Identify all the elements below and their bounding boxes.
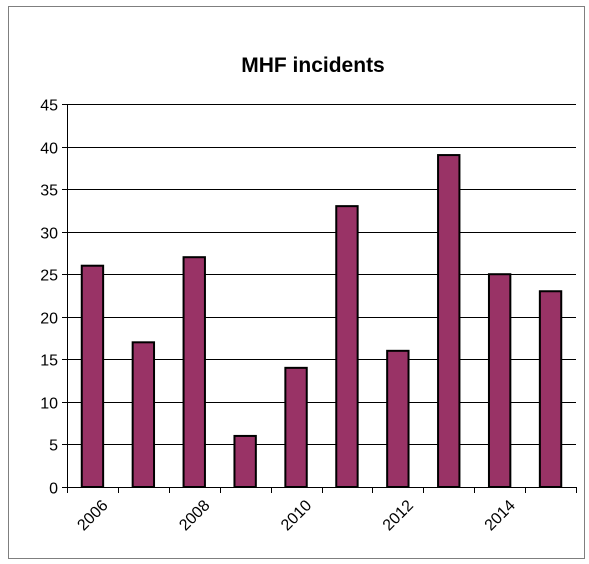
bar-2013: [437, 154, 461, 488]
y-tick-label: 45: [40, 98, 58, 115]
y-tick-label: 15: [40, 353, 58, 370]
bar-2014: [487, 273, 512, 488]
y-tick-label: 35: [40, 183, 58, 200]
y-tick-label: 20: [40, 311, 58, 328]
x-tick-label: 2006: [74, 497, 111, 534]
y-axis-ticks: 0 5 10 15 20 25 30 35 40 45: [40, 98, 67, 498]
chart-title: MHF incidents: [241, 54, 385, 77]
x-tick-label: 2012: [380, 497, 417, 534]
bar-2008: [182, 256, 206, 489]
y-tick-label: 30: [40, 226, 58, 243]
bar-2006: [80, 264, 105, 489]
x-tick-label: 2014: [482, 497, 519, 534]
bars: [80, 154, 563, 489]
bar-2009: [233, 434, 257, 488]
y-tick-label: 40: [40, 141, 58, 158]
bar-2011: [335, 205, 359, 488]
x-axis-ticks: 2006 2008 2010 2012 2014: [67, 487, 577, 534]
bar-2015: [538, 290, 563, 488]
bar-2012: [386, 349, 410, 489]
y-tick-label: 5: [49, 438, 58, 455]
y-tick-label: 0: [49, 481, 58, 498]
x-tick-label: 2010: [278, 497, 315, 534]
axes: [67, 104, 576, 488]
bar-2007: [131, 341, 156, 488]
x-tick-label: 2008: [176, 497, 213, 534]
y-tick-label: 10: [40, 396, 58, 413]
y-tick-label: 25: [40, 268, 58, 285]
bar-2010: [284, 366, 308, 489]
